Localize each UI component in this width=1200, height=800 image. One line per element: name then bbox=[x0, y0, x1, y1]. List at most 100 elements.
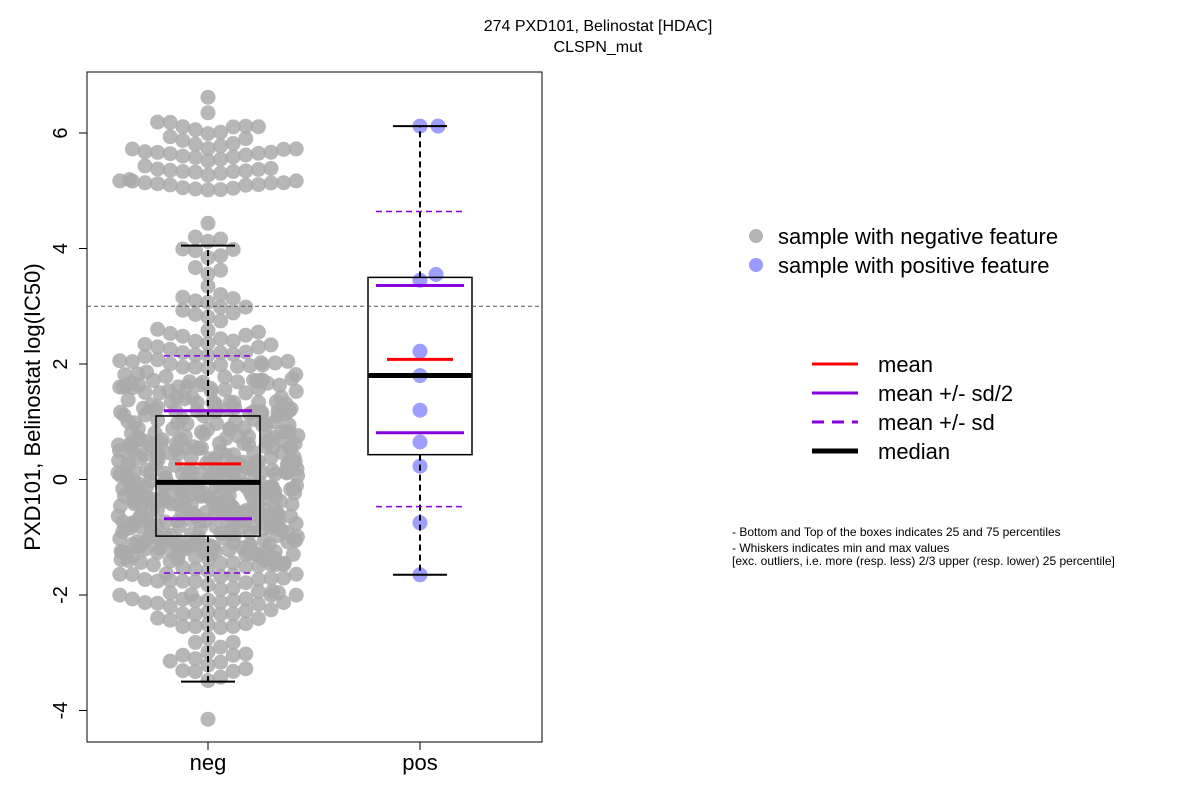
neg-point bbox=[284, 496, 300, 512]
neg-point bbox=[225, 149, 241, 165]
neg-point bbox=[213, 639, 229, 655]
neg-point bbox=[250, 611, 266, 627]
neg-point bbox=[263, 161, 279, 176]
neg-point bbox=[226, 447, 242, 463]
neg-point bbox=[187, 122, 203, 138]
neg-point bbox=[225, 291, 241, 307]
neg-point bbox=[162, 162, 178, 178]
neg-point bbox=[281, 417, 297, 433]
neg-point bbox=[175, 180, 191, 196]
neg-point bbox=[137, 337, 153, 352]
neg-point bbox=[238, 603, 254, 619]
neg-point bbox=[225, 619, 241, 634]
neg-point bbox=[200, 105, 216, 121]
neg-point bbox=[162, 599, 178, 614]
neg-point bbox=[276, 175, 292, 191]
neg-point bbox=[238, 147, 254, 163]
neg-point bbox=[110, 465, 126, 481]
neg-point bbox=[250, 339, 266, 355]
y-tick-label: 0 bbox=[50, 474, 72, 485]
neg-point bbox=[288, 566, 304, 582]
neg-point bbox=[225, 647, 241, 663]
neg-point bbox=[200, 278, 216, 294]
neg-point bbox=[137, 349, 153, 364]
legend-point-label: sample with positive feature bbox=[778, 253, 1049, 278]
neg-point bbox=[124, 354, 140, 370]
neg-point bbox=[213, 555, 229, 571]
neg-point bbox=[255, 372, 270, 388]
neg-point bbox=[124, 591, 140, 607]
neg-point bbox=[200, 657, 216, 673]
neg-point bbox=[200, 141, 216, 157]
neg-point bbox=[175, 359, 191, 375]
neg-point bbox=[111, 437, 126, 453]
chart-title: 274 PXD101, Belinostat [HDAC] bbox=[483, 18, 713, 35]
pos-point bbox=[412, 434, 428, 450]
neg-point bbox=[222, 394, 238, 410]
neg-point bbox=[213, 345, 229, 361]
neg-point bbox=[288, 141, 304, 157]
neg-point bbox=[200, 126, 216, 142]
legend-point-marker bbox=[749, 229, 763, 243]
neg-point bbox=[288, 173, 304, 189]
neg-point bbox=[225, 606, 241, 622]
note-line-3: [exc. outliers, i.e. more (resp. less) 2… bbox=[732, 554, 1115, 568]
axes-group: -4 -2 0 2 4 6 neg pos PXD101, Belinostat log(IC5… bbox=[20, 127, 542, 775]
neg-point bbox=[273, 389, 289, 405]
neg-point bbox=[150, 339, 166, 355]
neg-point bbox=[200, 182, 216, 198]
neg-point bbox=[250, 584, 266, 599]
neg-point bbox=[225, 593, 241, 608]
neg-point bbox=[162, 341, 178, 357]
neg-point bbox=[238, 163, 254, 179]
neg-point bbox=[175, 619, 191, 634]
neg-point bbox=[113, 543, 129, 559]
neg-point bbox=[230, 374, 246, 390]
neg-point bbox=[272, 377, 287, 393]
neg-point bbox=[175, 302, 191, 318]
neg-point bbox=[267, 355, 283, 371]
neg-point bbox=[175, 132, 191, 148]
neg-point bbox=[175, 164, 191, 179]
neg-point bbox=[256, 533, 272, 549]
neg-point bbox=[112, 566, 128, 582]
neg-point bbox=[124, 141, 140, 157]
neg-point bbox=[209, 416, 224, 431]
pos-point bbox=[428, 267, 444, 282]
neg-point bbox=[175, 647, 191, 663]
neg-point bbox=[195, 374, 211, 390]
neg-point bbox=[225, 567, 241, 583]
box-neg bbox=[155, 244, 261, 683]
legend: sample with negative feature sample with … bbox=[749, 224, 1058, 464]
neg-point bbox=[187, 136, 203, 152]
neg-point bbox=[150, 595, 166, 611]
neg-point bbox=[238, 591, 254, 607]
neg-point bbox=[251, 394, 267, 410]
neg-point bbox=[213, 231, 229, 247]
neg-point bbox=[225, 663, 241, 679]
neg-point bbox=[162, 585, 178, 601]
neg-point bbox=[205, 395, 221, 411]
pos-point bbox=[412, 343, 428, 359]
neg-point bbox=[200, 309, 216, 325]
neg-point bbox=[213, 606, 229, 622]
neg-point bbox=[145, 557, 161, 573]
box-pos bbox=[367, 125, 473, 576]
neg-point bbox=[200, 167, 216, 183]
neg-point bbox=[175, 148, 191, 164]
neg-point bbox=[213, 357, 229, 373]
neg-point bbox=[186, 439, 202, 455]
neg-points-group bbox=[110, 89, 306, 727]
pos-point bbox=[412, 515, 428, 531]
neg-point bbox=[213, 138, 229, 154]
neg-point bbox=[162, 129, 178, 145]
neg-point bbox=[187, 164, 203, 180]
neg-point bbox=[175, 663, 191, 679]
neg-point bbox=[162, 612, 178, 628]
neg-point bbox=[285, 546, 301, 562]
neg-point bbox=[150, 321, 166, 337]
neg-point bbox=[288, 383, 304, 399]
neg-point bbox=[225, 119, 241, 135]
neg-point bbox=[137, 572, 153, 587]
